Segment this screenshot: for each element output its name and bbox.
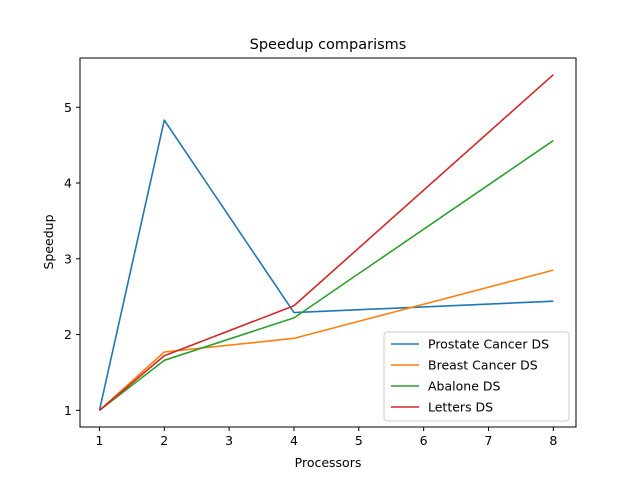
x-tick-label: 7 (484, 433, 492, 448)
x-tick-label: 2 (160, 433, 168, 448)
legend-label: Breast Cancer DS (428, 358, 538, 373)
legend-label: Prostate Cancer DS (428, 337, 549, 352)
y-tick-label: 4 (64, 176, 72, 191)
series-line-1 (98, 119, 554, 411)
series-lines (98, 74, 554, 411)
legend-label: Letters DS (428, 400, 493, 415)
legend-box (383, 331, 570, 422)
legend: Prostate Cancer DS Breast Cancer DS Abalon… (383, 331, 570, 422)
y-axis-label: Speedup (41, 214, 56, 269)
chart-title: Speedup comparisms (250, 37, 407, 53)
x-axis-label: Processors (295, 455, 362, 470)
x-tick-label: 8 (549, 433, 557, 448)
x-axis-ticks: 1 2 3 4 5 6 7 8 (95, 427, 557, 448)
series-line-3 (98, 139, 554, 411)
legend-label: Abalone DS (428, 379, 500, 394)
x-tick-label: 6 (420, 433, 428, 448)
y-tick-label: 1 (64, 403, 72, 418)
y-tick-label: 5 (64, 100, 72, 115)
x-tick-label: 4 (290, 433, 298, 448)
x-tick-label: 5 (355, 433, 363, 448)
series-line-4 (98, 74, 554, 411)
y-tick-label: 2 (64, 327, 72, 342)
series-line-2 (98, 269, 554, 411)
y-axis-ticks: 1 2 3 4 5 (64, 100, 80, 418)
x-tick-label: 1 (95, 433, 103, 448)
plot-frame (79, 57, 577, 428)
x-tick-label: 3 (225, 433, 233, 448)
y-tick-label: 3 (64, 251, 72, 266)
